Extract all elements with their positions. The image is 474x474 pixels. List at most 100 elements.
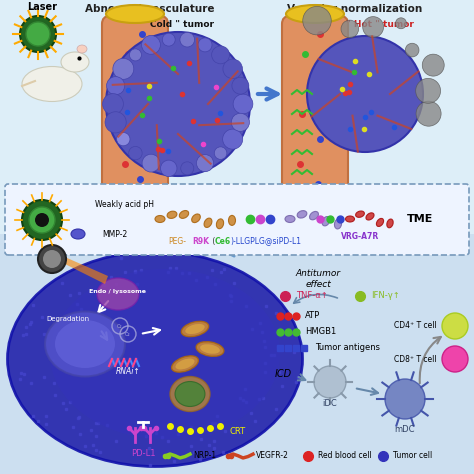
Ellipse shape: [22, 66, 82, 101]
Ellipse shape: [182, 321, 209, 337]
Circle shape: [20, 16, 56, 52]
Circle shape: [35, 213, 49, 227]
FancyBboxPatch shape: [282, 16, 348, 212]
Circle shape: [106, 32, 250, 176]
FancyBboxPatch shape: [5, 184, 469, 255]
Text: ICD: ICD: [274, 369, 292, 379]
Ellipse shape: [297, 210, 307, 218]
Text: PEG-: PEG-: [168, 237, 186, 246]
Circle shape: [223, 129, 243, 149]
Circle shape: [231, 113, 249, 131]
Polygon shape: [55, 254, 108, 284]
Circle shape: [29, 207, 55, 233]
Ellipse shape: [155, 216, 165, 222]
Circle shape: [102, 93, 123, 114]
Ellipse shape: [50, 269, 280, 439]
Circle shape: [142, 154, 160, 172]
Ellipse shape: [185, 324, 205, 334]
Ellipse shape: [356, 211, 365, 218]
Circle shape: [232, 77, 249, 94]
Text: NRP-1: NRP-1: [193, 452, 216, 461]
Text: PD-L1: PD-L1: [131, 449, 155, 458]
Ellipse shape: [170, 376, 210, 411]
Circle shape: [314, 366, 346, 398]
Text: Tumor cell: Tumor cell: [393, 452, 432, 461]
Ellipse shape: [310, 211, 319, 220]
Text: Laser: Laser: [27, 2, 57, 12]
Circle shape: [38, 245, 66, 273]
Circle shape: [442, 346, 468, 372]
Text: Endo / lysosome: Endo / lysosome: [90, 290, 146, 294]
Text: TME: TME: [407, 214, 433, 224]
Circle shape: [105, 112, 126, 133]
FancyBboxPatch shape: [0, 0, 474, 234]
Circle shape: [395, 18, 407, 29]
Ellipse shape: [8, 252, 302, 466]
Ellipse shape: [228, 215, 236, 226]
Circle shape: [129, 146, 142, 160]
Text: )-LLGPLG@siPD-L1: )-LLGPLG@siPD-L1: [230, 237, 301, 246]
Ellipse shape: [172, 356, 199, 372]
Ellipse shape: [77, 45, 87, 53]
Ellipse shape: [106, 5, 164, 23]
Text: O₂: O₂: [125, 331, 131, 337]
Circle shape: [422, 54, 444, 76]
Text: " Cold " tumor: " Cold " tumor: [142, 19, 214, 28]
Text: O₂: O₂: [117, 323, 123, 328]
Circle shape: [198, 38, 212, 52]
Circle shape: [43, 250, 61, 268]
Ellipse shape: [387, 219, 393, 228]
Circle shape: [181, 162, 194, 175]
Ellipse shape: [61, 52, 89, 72]
Text: R9K: R9K: [192, 237, 209, 246]
Text: VEGFR-2: VEGFR-2: [256, 452, 289, 461]
Circle shape: [180, 32, 195, 47]
Circle shape: [161, 160, 177, 176]
Ellipse shape: [346, 216, 355, 222]
Text: mDC: mDC: [395, 425, 415, 434]
Ellipse shape: [200, 344, 220, 354]
Circle shape: [303, 6, 331, 35]
Circle shape: [196, 155, 214, 172]
Ellipse shape: [335, 219, 342, 229]
Circle shape: [363, 17, 383, 37]
Text: HMGB1: HMGB1: [305, 328, 336, 337]
Text: Tumor antigens: Tumor antigens: [315, 344, 380, 353]
Circle shape: [129, 49, 141, 61]
Ellipse shape: [376, 219, 383, 227]
Circle shape: [233, 94, 253, 114]
Text: RNAi↑: RNAi↑: [116, 366, 140, 375]
Text: Degradation: Degradation: [46, 316, 90, 322]
Ellipse shape: [55, 320, 115, 368]
Text: iDC: iDC: [323, 400, 337, 409]
Circle shape: [442, 313, 468, 339]
Text: Vascular normalization: Vascular normalization: [287, 4, 423, 14]
Circle shape: [223, 59, 242, 79]
Circle shape: [341, 20, 359, 38]
Ellipse shape: [191, 214, 201, 223]
Ellipse shape: [71, 229, 85, 239]
Ellipse shape: [175, 358, 194, 369]
Circle shape: [214, 147, 227, 159]
Ellipse shape: [45, 311, 125, 376]
Ellipse shape: [97, 278, 139, 310]
Circle shape: [162, 33, 175, 46]
Ellipse shape: [285, 216, 295, 222]
Ellipse shape: [106, 195, 164, 213]
Ellipse shape: [179, 210, 189, 219]
FancyBboxPatch shape: [102, 16, 168, 212]
Text: (: (: [210, 237, 215, 246]
Circle shape: [142, 36, 160, 55]
Circle shape: [307, 36, 423, 152]
Text: VRG-A7R: VRG-A7R: [341, 231, 379, 240]
Ellipse shape: [366, 213, 374, 220]
Ellipse shape: [286, 5, 344, 23]
Circle shape: [212, 46, 229, 64]
Circle shape: [117, 133, 130, 146]
Text: CD4⁺ T cell: CD4⁺ T cell: [394, 321, 437, 330]
Ellipse shape: [175, 382, 205, 407]
Text: CD8⁺ T cell: CD8⁺ T cell: [394, 355, 437, 364]
Text: Red blood cell: Red blood cell: [318, 452, 372, 461]
Circle shape: [26, 22, 50, 46]
Ellipse shape: [216, 219, 224, 229]
